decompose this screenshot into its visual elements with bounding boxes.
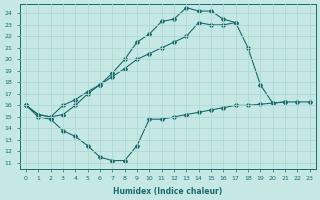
X-axis label: Humidex (Indice chaleur): Humidex (Indice chaleur): [113, 187, 222, 196]
